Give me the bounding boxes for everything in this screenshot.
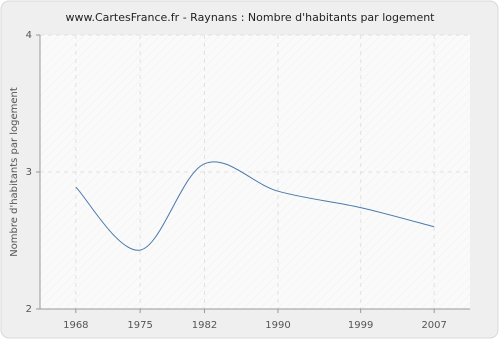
x-tick-label: 1968: [63, 320, 88, 331]
x-tick-label: 1999: [348, 320, 373, 331]
x-tick-label: 2007: [421, 320, 446, 331]
line: [75, 161, 435, 251]
y-tick-label: 3: [26, 167, 32, 178]
x-tick-label: 1990: [265, 320, 290, 331]
x-tick-label: 1975: [127, 320, 152, 331]
chart-title: www.CartesFrance.fr - Raynans : Nombre d…: [66, 11, 436, 24]
x-tick-label: 1982: [192, 320, 217, 331]
plot-area: [40, 35, 470, 309]
y-tick-label: 2: [26, 304, 32, 315]
y-tick-label: 4: [26, 30, 32, 41]
y-axis-label: Nombre d'habitants par logement: [9, 87, 20, 257]
